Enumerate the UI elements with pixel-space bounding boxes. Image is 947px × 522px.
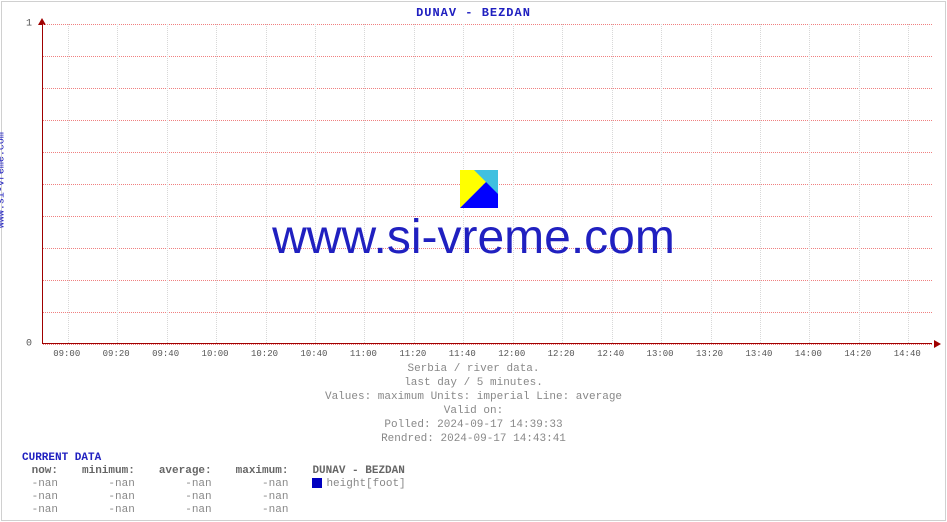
footer-line: Valid on: — [0, 404, 947, 418]
vgrid-line — [117, 24, 118, 343]
cell-max: -nan — [236, 491, 313, 504]
x-tick-label: 10:20 — [251, 349, 278, 359]
legend-cell: height[foot] — [312, 478, 492, 491]
y-tick-label: 0 — [26, 339, 32, 350]
x-tick-label: 14:20 — [844, 349, 871, 359]
legend-label: height[foot] — [326, 478, 405, 490]
x-tick-label: 10:40 — [300, 349, 327, 359]
footer-line: Polled: 2024-09-17 14:39:33 — [0, 418, 947, 432]
vgrid-line — [612, 24, 613, 343]
footer-line: Values: maximum Units: imperial Line: av… — [0, 390, 947, 404]
x-tick-label: 12:20 — [548, 349, 575, 359]
x-tick-label: 11:40 — [449, 349, 476, 359]
x-tick-label: 12:00 — [498, 349, 525, 359]
cell-min: -nan — [82, 478, 159, 491]
watermark-text: www.si-vreme.com — [0, 210, 947, 265]
hgrid-line — [43, 120, 932, 121]
table-row: -nan-nan-nan-nanheight[foot] — [22, 478, 492, 491]
chart-title: DUNAV - BEZDAN — [0, 6, 947, 20]
cell-avg: -nan — [159, 491, 236, 504]
legend-cell — [312, 491, 492, 504]
col-legend-header: DUNAV - BEZDAN — [312, 465, 492, 478]
x-tick-label: 10:00 — [202, 349, 229, 359]
cell-now: -nan — [22, 504, 82, 517]
col-now: now: — [22, 465, 82, 478]
x-tick-label: 11:20 — [399, 349, 426, 359]
hgrid-line — [43, 280, 932, 281]
legend-swatch-icon — [312, 478, 322, 488]
cell-min: -nan — [82, 491, 159, 504]
vgrid-line — [68, 24, 69, 343]
table-row: -nan-nan-nan-nan — [22, 491, 492, 504]
vgrid-line — [760, 24, 761, 343]
vgrid-line — [908, 24, 909, 343]
vgrid-line — [562, 24, 563, 343]
hgrid-line — [43, 24, 932, 25]
hgrid-line — [43, 56, 932, 57]
vgrid-line — [216, 24, 217, 343]
x-axis-arrow-icon — [934, 340, 941, 348]
vgrid-line — [167, 24, 168, 343]
hgrid-line — [43, 344, 932, 345]
footer-line: Rendred: 2024-09-17 14:43:41 — [0, 432, 947, 446]
watermark-icon — [460, 170, 498, 208]
col-average: average: — [159, 465, 236, 478]
footer-line: last day / 5 minutes. — [0, 376, 947, 390]
hgrid-line — [43, 152, 932, 153]
chart-footer: Serbia / river data. last day / 5 minute… — [0, 362, 947, 446]
x-tick-label: 09:00 — [53, 349, 80, 359]
cell-avg: -nan — [159, 478, 236, 491]
col-maximum: maximum: — [236, 465, 313, 478]
x-tick-label: 09:20 — [103, 349, 130, 359]
footer-line: Serbia / river data. — [0, 362, 947, 376]
table-header-row: now: minimum: average: maximum: DUNAV - … — [22, 465, 492, 478]
x-tick-label: 13:00 — [647, 349, 674, 359]
y-tick-label: 1 — [26, 19, 32, 30]
x-tick-label: 14:00 — [795, 349, 822, 359]
x-tick-label: 09:40 — [152, 349, 179, 359]
vgrid-line — [513, 24, 514, 343]
current-data-block: CURRENT DATA now: minimum: average: maxi… — [22, 452, 492, 517]
vgrid-line — [266, 24, 267, 343]
col-minimum: minimum: — [82, 465, 159, 478]
vgrid-line — [364, 24, 365, 343]
vgrid-line — [809, 24, 810, 343]
cell-now: -nan — [22, 478, 82, 491]
hgrid-line — [43, 312, 932, 313]
hgrid-line — [43, 88, 932, 89]
vgrid-line — [711, 24, 712, 343]
cell-now: -nan — [22, 491, 82, 504]
vgrid-line — [661, 24, 662, 343]
table-row: -nan-nan-nan-nan — [22, 504, 492, 517]
current-data-title: CURRENT DATA — [22, 452, 492, 465]
cell-min: -nan — [82, 504, 159, 517]
cell-avg: -nan — [159, 504, 236, 517]
vgrid-line — [859, 24, 860, 343]
cell-max: -nan — [236, 478, 313, 491]
x-tick-label: 12:40 — [597, 349, 624, 359]
x-tick-label: 13:20 — [696, 349, 723, 359]
x-tick-label: 14:40 — [894, 349, 921, 359]
current-data-table: now: minimum: average: maximum: DUNAV - … — [22, 465, 492, 517]
cell-max: -nan — [236, 504, 313, 517]
x-tick-label: 11:00 — [350, 349, 377, 359]
x-tick-label: 13:40 — [745, 349, 772, 359]
vgrid-line — [414, 24, 415, 343]
vgrid-line — [315, 24, 316, 343]
legend-cell — [312, 504, 492, 517]
